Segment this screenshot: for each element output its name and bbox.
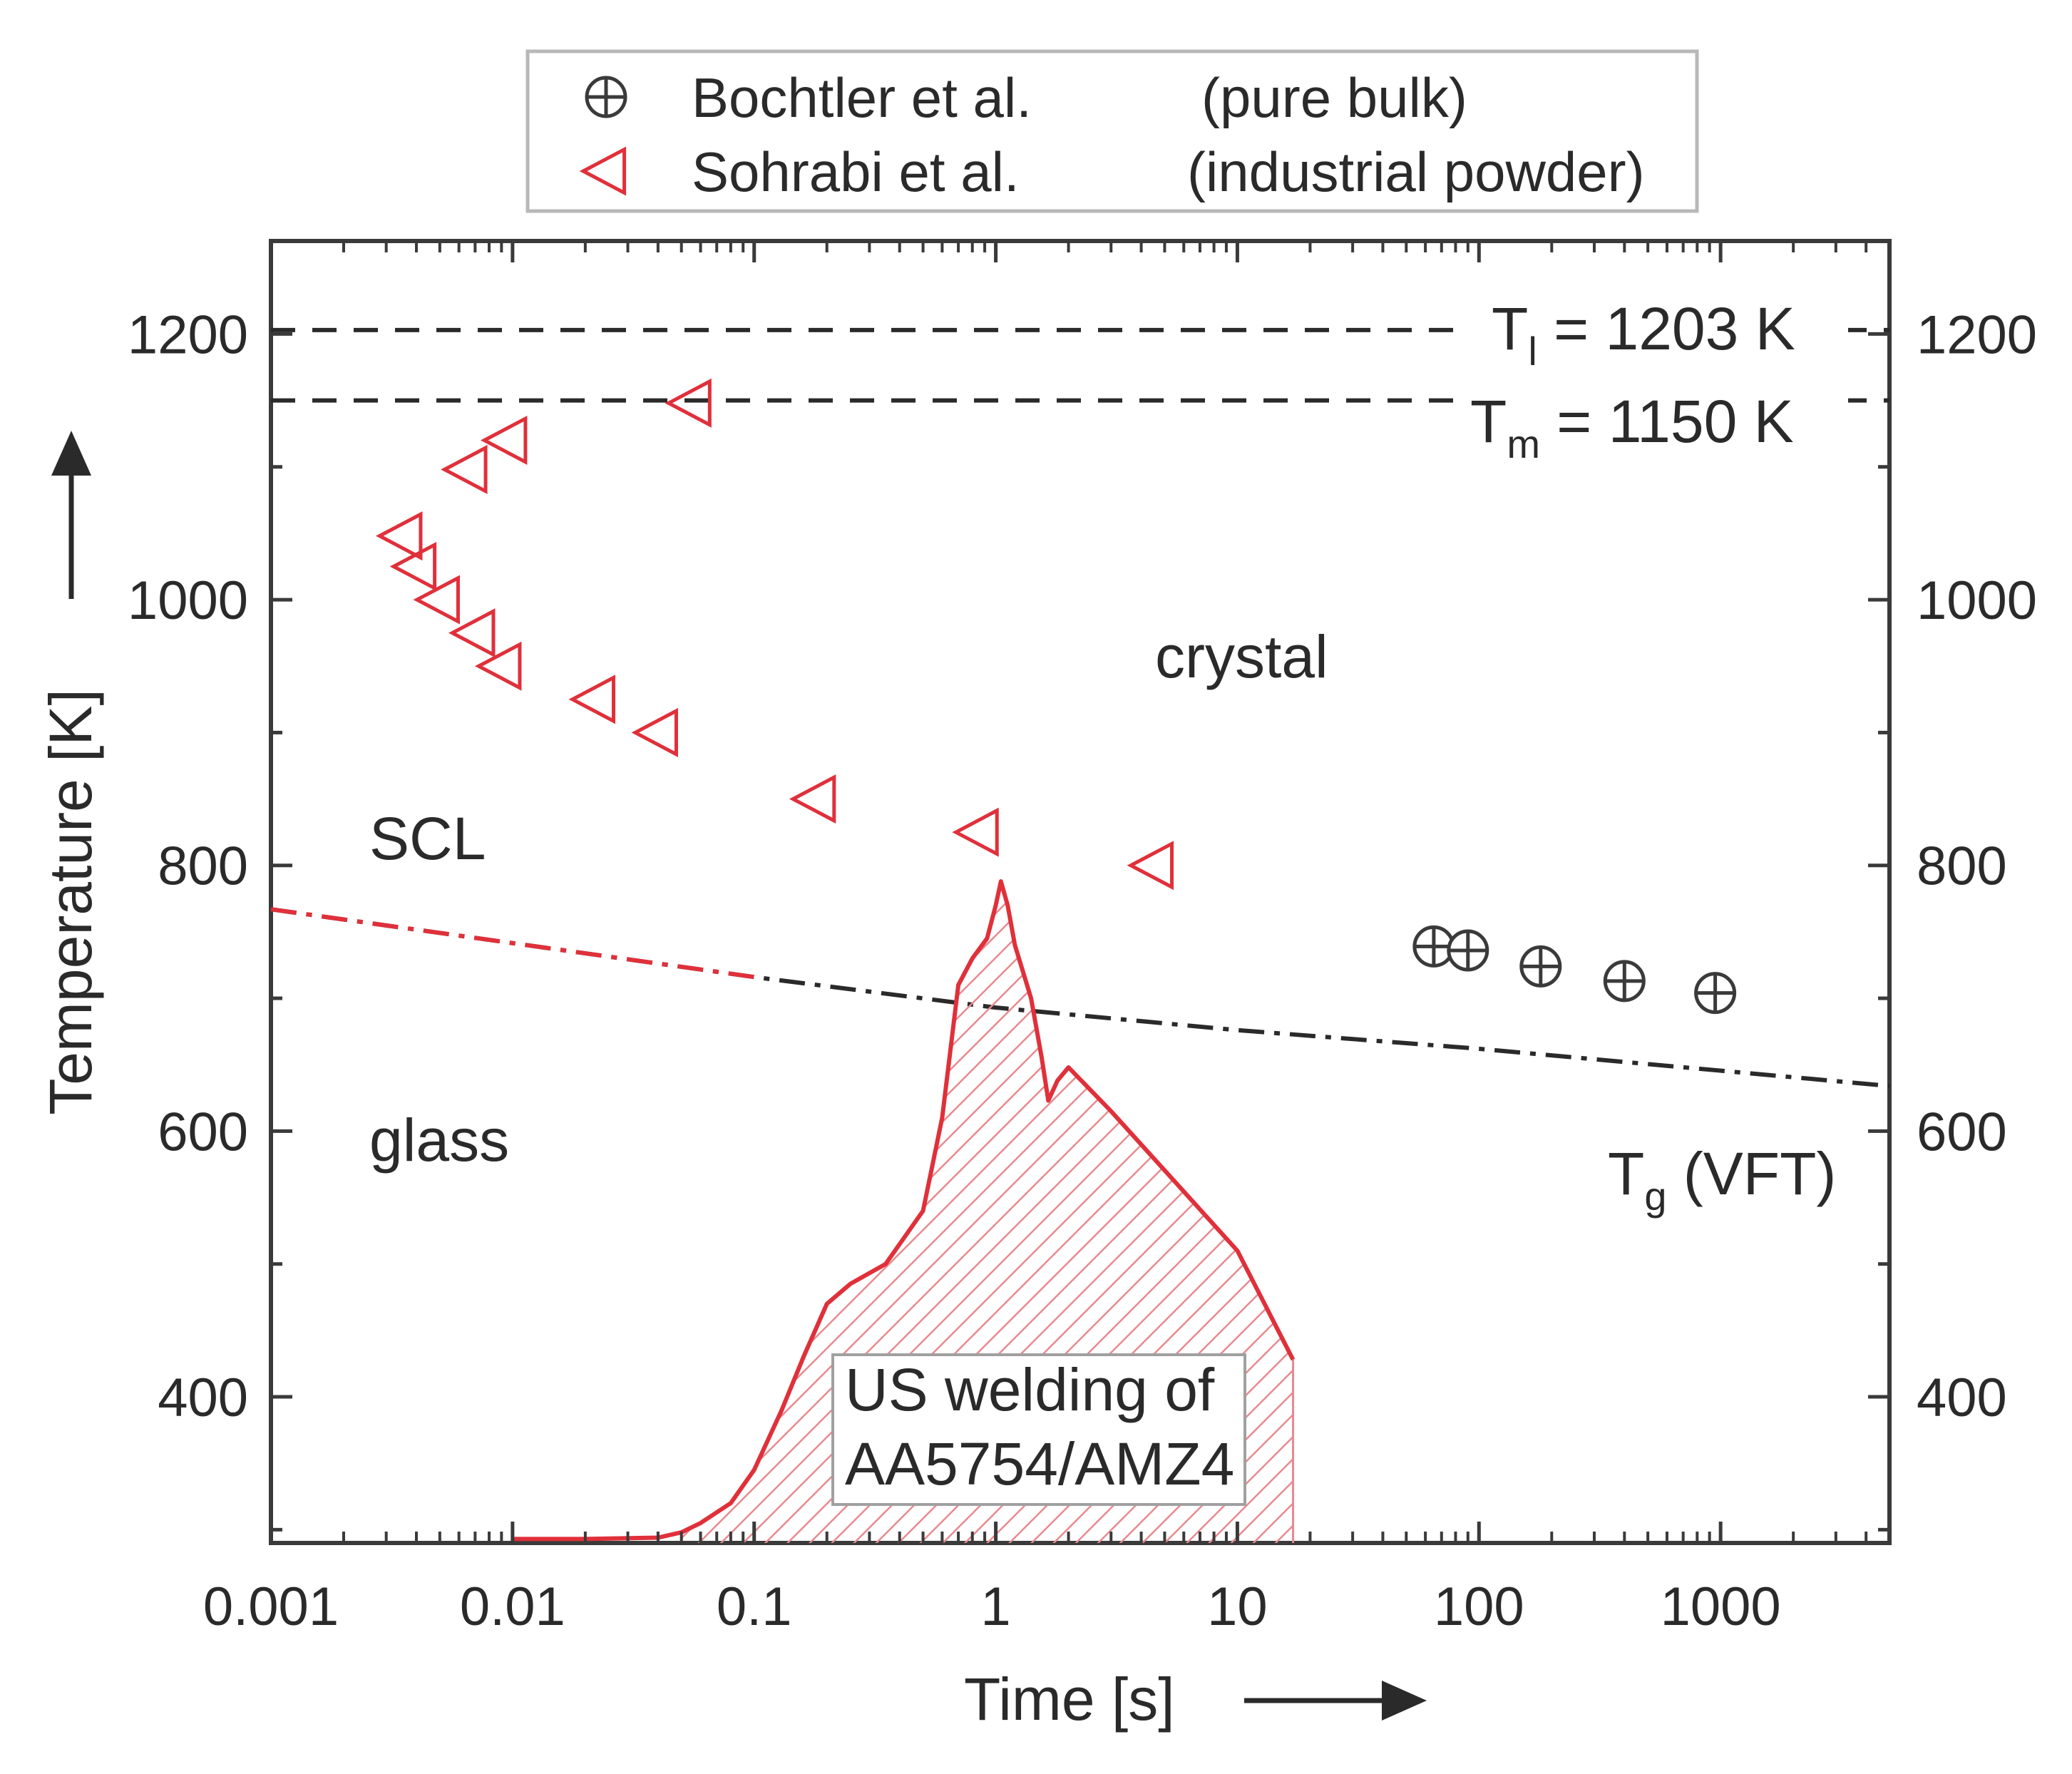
axis-ticks: 0.001 0.01 0.1 1 10 100 1000 400 800 1000 1200 600 4…	[128, 241, 2037, 1637]
tl-symbol: T	[1492, 295, 1528, 362]
legend-marker-bochtler-symbol	[585, 76, 627, 118]
bochtler-point-1	[1447, 929, 1489, 972]
legend-marker-bochtler	[585, 76, 627, 118]
x-tick-label-6: 1000	[1661, 1576, 1781, 1637]
y-tick-label-right-3: 1000	[1917, 570, 2037, 631]
x-tick-label-1: 0.01	[460, 1576, 565, 1637]
region-label-glass: glass	[369, 1107, 509, 1174]
sohrabi-point-1	[389, 541, 437, 592]
sohrabi-point-9	[631, 707, 678, 757]
y-tick-label-left-partial-0: 600	[158, 1102, 248, 1162]
tm-annotation: Tm = 1150 K	[1463, 385, 1848, 466]
sohrabi-point-12	[1127, 841, 1174, 891]
sohrabi-point-2	[413, 575, 460, 625]
tg-annotation-text: Tg (VFT)	[1608, 1140, 1836, 1219]
welding-annotation-line1: US welding of	[845, 1356, 1215, 1423]
tg-line	[270, 907, 1890, 1089]
x-tick-label-3: 1	[980, 1576, 1010, 1637]
region-label-scl: SCL	[369, 805, 486, 872]
tl-subscript: l	[1528, 329, 1537, 374]
tm-annotation-text: Tm = 1150 K	[1470, 388, 1794, 466]
x-tick-label-2: 0.1	[717, 1576, 792, 1637]
tl-value: = 1203 K	[1537, 295, 1795, 362]
welding-annotation: US welding of AA5754/AMZ4	[831, 1353, 1246, 1506]
sohrabi-point-5	[441, 444, 488, 495]
sohrabi-point-0	[376, 511, 423, 561]
legend-note-bochtler: (pure bulk)	[1201, 66, 1467, 129]
tm-annotation-bg	[1463, 385, 1848, 465]
data-points	[376, 378, 1737, 1015]
sohrabi-point-10	[789, 774, 836, 824]
tg-line-red-segment	[270, 907, 755, 980]
tg-symbol: T	[1608, 1140, 1644, 1207]
y-tick-label-right-2: 800	[1917, 836, 2007, 897]
sohrabi-point-4	[474, 641, 522, 691]
y-tick-label-right-4: 1200	[1917, 304, 2037, 365]
legend-note-sohrabi: (industrial powder)	[1187, 140, 1645, 203]
region-label-crystal: crystal	[1155, 623, 1328, 690]
tg-line-group	[270, 907, 1890, 1089]
tl-annotation-text: Tl = 1203 K	[1492, 295, 1795, 374]
tl-annotation: Tl = 1203 K	[1463, 294, 1848, 374]
y-tick-label-left-1: 800	[158, 836, 248, 897]
tg-subscript: g	[1644, 1174, 1666, 1219]
y-tick-label-left-3: 1200	[128, 304, 248, 365]
reference-lines	[271, 327, 1889, 403]
legend: Bochtler et al. (pure bulk) Sohrabi et a…	[525, 49, 1699, 213]
x-axis-title: Time [s]	[964, 1666, 1175, 1733]
sohrabi-point-11	[952, 807, 999, 857]
y-tick-label-right-1: 600	[1917, 1102, 2007, 1162]
legend-label-bochtler: Bochtler et al.	[692, 66, 1032, 129]
bochtler-point-0	[1412, 925, 1455, 968]
tl-annotation-bg	[1463, 294, 1848, 372]
welding-annotation-line2: AA5754/AMZ4	[845, 1430, 1234, 1497]
sohrabi-point-3	[448, 608, 496, 658]
tg-value: (VFT)	[1666, 1140, 1836, 1207]
legend-marker-sohrabi-symbol	[579, 146, 627, 196]
y-tick-label-right-0: 400	[1917, 1368, 2007, 1428]
y-axis-title: Temperature [K]	[37, 689, 104, 1115]
sohrabi-point-8	[568, 675, 615, 724]
x-tick-label-4: 10	[1207, 1576, 1268, 1637]
tm-symbol: T	[1470, 388, 1507, 455]
sohrabi-point-6	[480, 415, 528, 466]
x-tick-label-5: 100	[1434, 1576, 1524, 1637]
tm-subscript: m	[1507, 421, 1540, 466]
sohrabi-point-7	[665, 378, 712, 428]
welding-annotation-box	[831, 1353, 1246, 1506]
tm-value: = 1150 K	[1540, 388, 1794, 455]
legend-label-sohrabi: Sohrabi et al.	[692, 140, 1020, 203]
bochtler-point-4	[1694, 972, 1737, 1015]
bochtler-point-2	[1519, 945, 1562, 988]
legend-marker-sohrabi	[579, 146, 627, 196]
x-tick-label-0: 0.001	[203, 1576, 339, 1637]
bochtler-point-3	[1603, 960, 1646, 1003]
legend-box	[525, 49, 1699, 213]
y-tick-label-left-2: 1000	[128, 570, 248, 631]
y-tick-label-left-0: 400	[158, 1368, 248, 1428]
welding-curve	[512, 879, 1296, 1542]
